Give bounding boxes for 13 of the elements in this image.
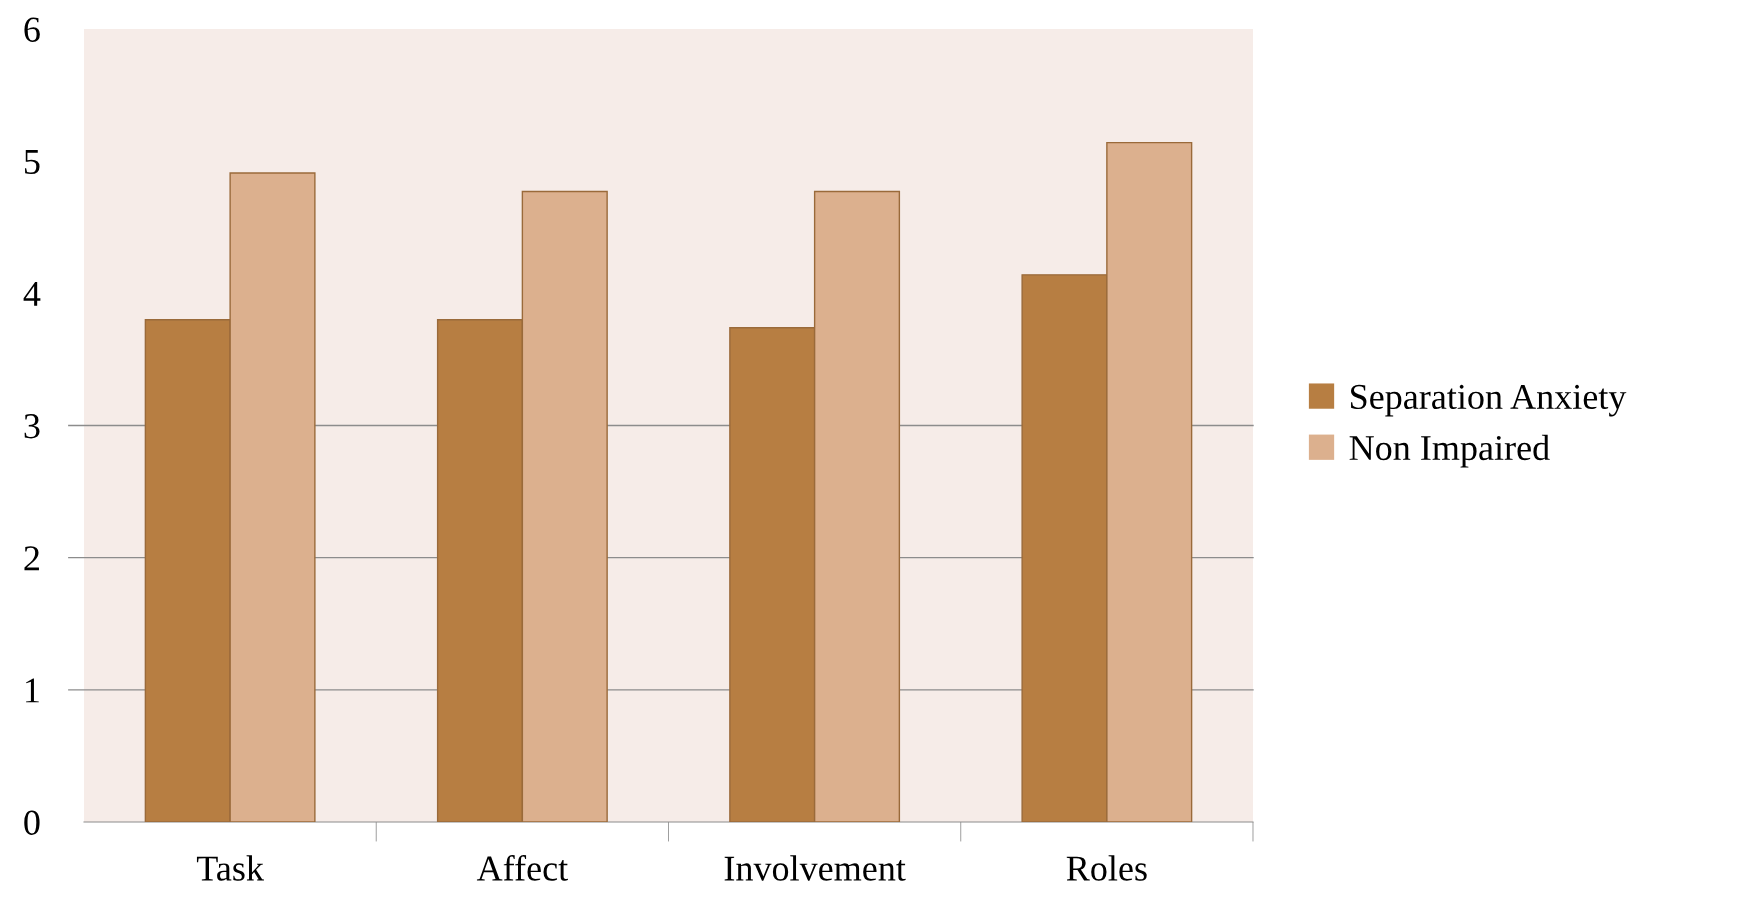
y-tick-label: 4 xyxy=(23,282,41,306)
legend-label: Non Impaired xyxy=(1349,434,1550,468)
y-tick-label: 0 xyxy=(24,810,40,835)
legend-label: Separation Anxiety xyxy=(1351,384,1627,417)
y-tick-label: 5 xyxy=(24,150,40,175)
x-tick-label: Involvement xyxy=(724,855,906,881)
x-tick-label: Task xyxy=(196,855,264,881)
y-tick-label: 1 xyxy=(26,678,39,703)
x-tick-label: Affect xyxy=(476,854,568,881)
y-tick-label: 2 xyxy=(24,546,39,571)
y-tick-label: 3 xyxy=(24,414,40,439)
y-tick-label: 6 xyxy=(24,17,40,42)
x-tick-label: Roles xyxy=(1066,855,1147,881)
